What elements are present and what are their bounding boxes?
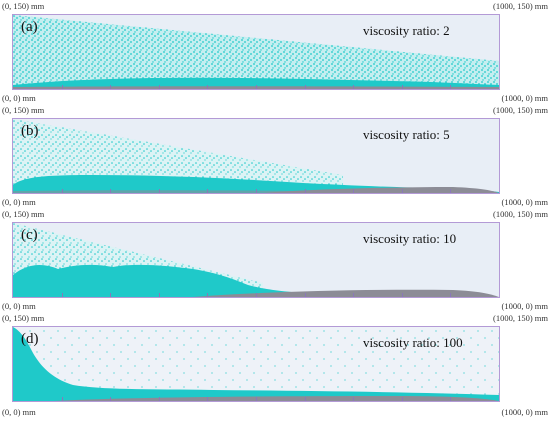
coord-top-right: (1000, 150) mm <box>492 1 548 11</box>
axis-tick <box>353 293 355 297</box>
axis-tick <box>61 293 63 297</box>
axis-tick <box>61 397 63 401</box>
axis-tick <box>256 85 257 89</box>
axis-tick <box>158 189 160 193</box>
axis-tick <box>207 189 209 193</box>
coord-bottom-left: (0, 0) mm <box>2 301 36 311</box>
coord-bottom-right: (1000, 0) mm <box>501 407 548 417</box>
axis-tick <box>401 293 403 297</box>
axis-tick <box>158 85 160 89</box>
simulation-frame-c: (c) viscosity ratio: 10 <box>12 222 500 298</box>
axis-tick <box>353 85 355 89</box>
coord-top-right: (1000, 150) mm <box>492 209 548 219</box>
coord-bottom-left: (0, 0) mm <box>2 197 36 207</box>
axis-tick <box>207 293 209 297</box>
coord-top-right: (1000, 150) mm <box>492 313 548 323</box>
coord-bottom-right: (1000, 0) mm <box>501 301 548 311</box>
coord-bottom-right: (1000, 0) mm <box>501 197 548 207</box>
coord-top-left: (0, 150) mm <box>2 313 45 323</box>
coord-top-left: (0, 150) mm <box>2 1 45 11</box>
viscosity-ratio-d: viscosity ratio: 100 <box>363 335 463 350</box>
axis-tick <box>256 189 257 193</box>
panel-label-d: (d) <box>21 331 39 347</box>
axis-tick <box>158 397 160 401</box>
axis-tick <box>110 85 112 89</box>
axis-tick <box>61 85 63 89</box>
simulation-frame-a: (a) viscosity ratio: 2 <box>12 14 500 90</box>
simulation-frame-b: (b) viscosity ratio: 5 <box>12 118 500 194</box>
axis-tick <box>401 397 403 401</box>
panel-b: (0, 150) mm (1000, 150) mm (b) viscosity… <box>0 104 550 208</box>
axis-tick <box>256 293 257 297</box>
axis-tick <box>450 85 452 89</box>
axis-tick <box>450 189 452 193</box>
coord-top-right: (1000, 150) mm <box>492 105 548 115</box>
panel-label-a: (a) <box>21 19 38 35</box>
axis-tick <box>110 397 112 401</box>
panel-label-b: (b) <box>21 123 39 139</box>
axis-tick <box>304 85 306 89</box>
axis-tick <box>256 397 257 401</box>
axis-tick <box>110 293 112 297</box>
coord-bottom-right: (1000, 0) mm <box>501 93 548 103</box>
axis-tick <box>207 397 209 401</box>
coord-top-left: (0, 150) mm <box>2 209 45 219</box>
axis-tick <box>110 189 112 193</box>
axis-tick <box>304 293 306 297</box>
simulation-render-c <box>13 223 499 297</box>
axis-tick <box>304 189 306 193</box>
simulation-render-a <box>13 15 499 89</box>
coord-bottom-left: (0, 0) mm <box>2 407 36 417</box>
simulation-render-b <box>13 119 499 193</box>
panel-d: (0, 150) mm (1000, 150) mm (d) viscosity… <box>0 312 550 422</box>
axis-tick <box>401 189 403 193</box>
simulation-render-d <box>13 327 499 401</box>
axis-tick <box>450 397 452 401</box>
axis-tick <box>450 293 452 297</box>
viscosity-ratio-a: viscosity ratio: 2 <box>363 23 450 38</box>
panel-label-c: (c) <box>21 227 38 243</box>
axis-tick <box>353 397 355 401</box>
axis-tick <box>207 85 209 89</box>
coord-top-left: (0, 150) mm <box>2 105 45 115</box>
coord-bottom-left: (0, 0) mm <box>2 93 36 103</box>
axis-tick <box>304 397 306 401</box>
panel-c: (0, 150) mm (1000, 150) mm (c) viscosity… <box>0 208 550 312</box>
viscosity-ratio-c: viscosity ratio: 10 <box>363 231 457 246</box>
simulation-frame-d: (d) viscosity ratio: 100 <box>12 326 500 402</box>
axis-tick <box>158 293 160 297</box>
axis-tick <box>353 189 355 193</box>
viscosity-ratio-b: viscosity ratio: 5 <box>363 127 450 142</box>
axis-tick <box>61 189 63 193</box>
panel-a: (0, 150) mm (1000, 150) mm (a) viscosity… <box>0 0 550 104</box>
axis-tick <box>401 85 403 89</box>
